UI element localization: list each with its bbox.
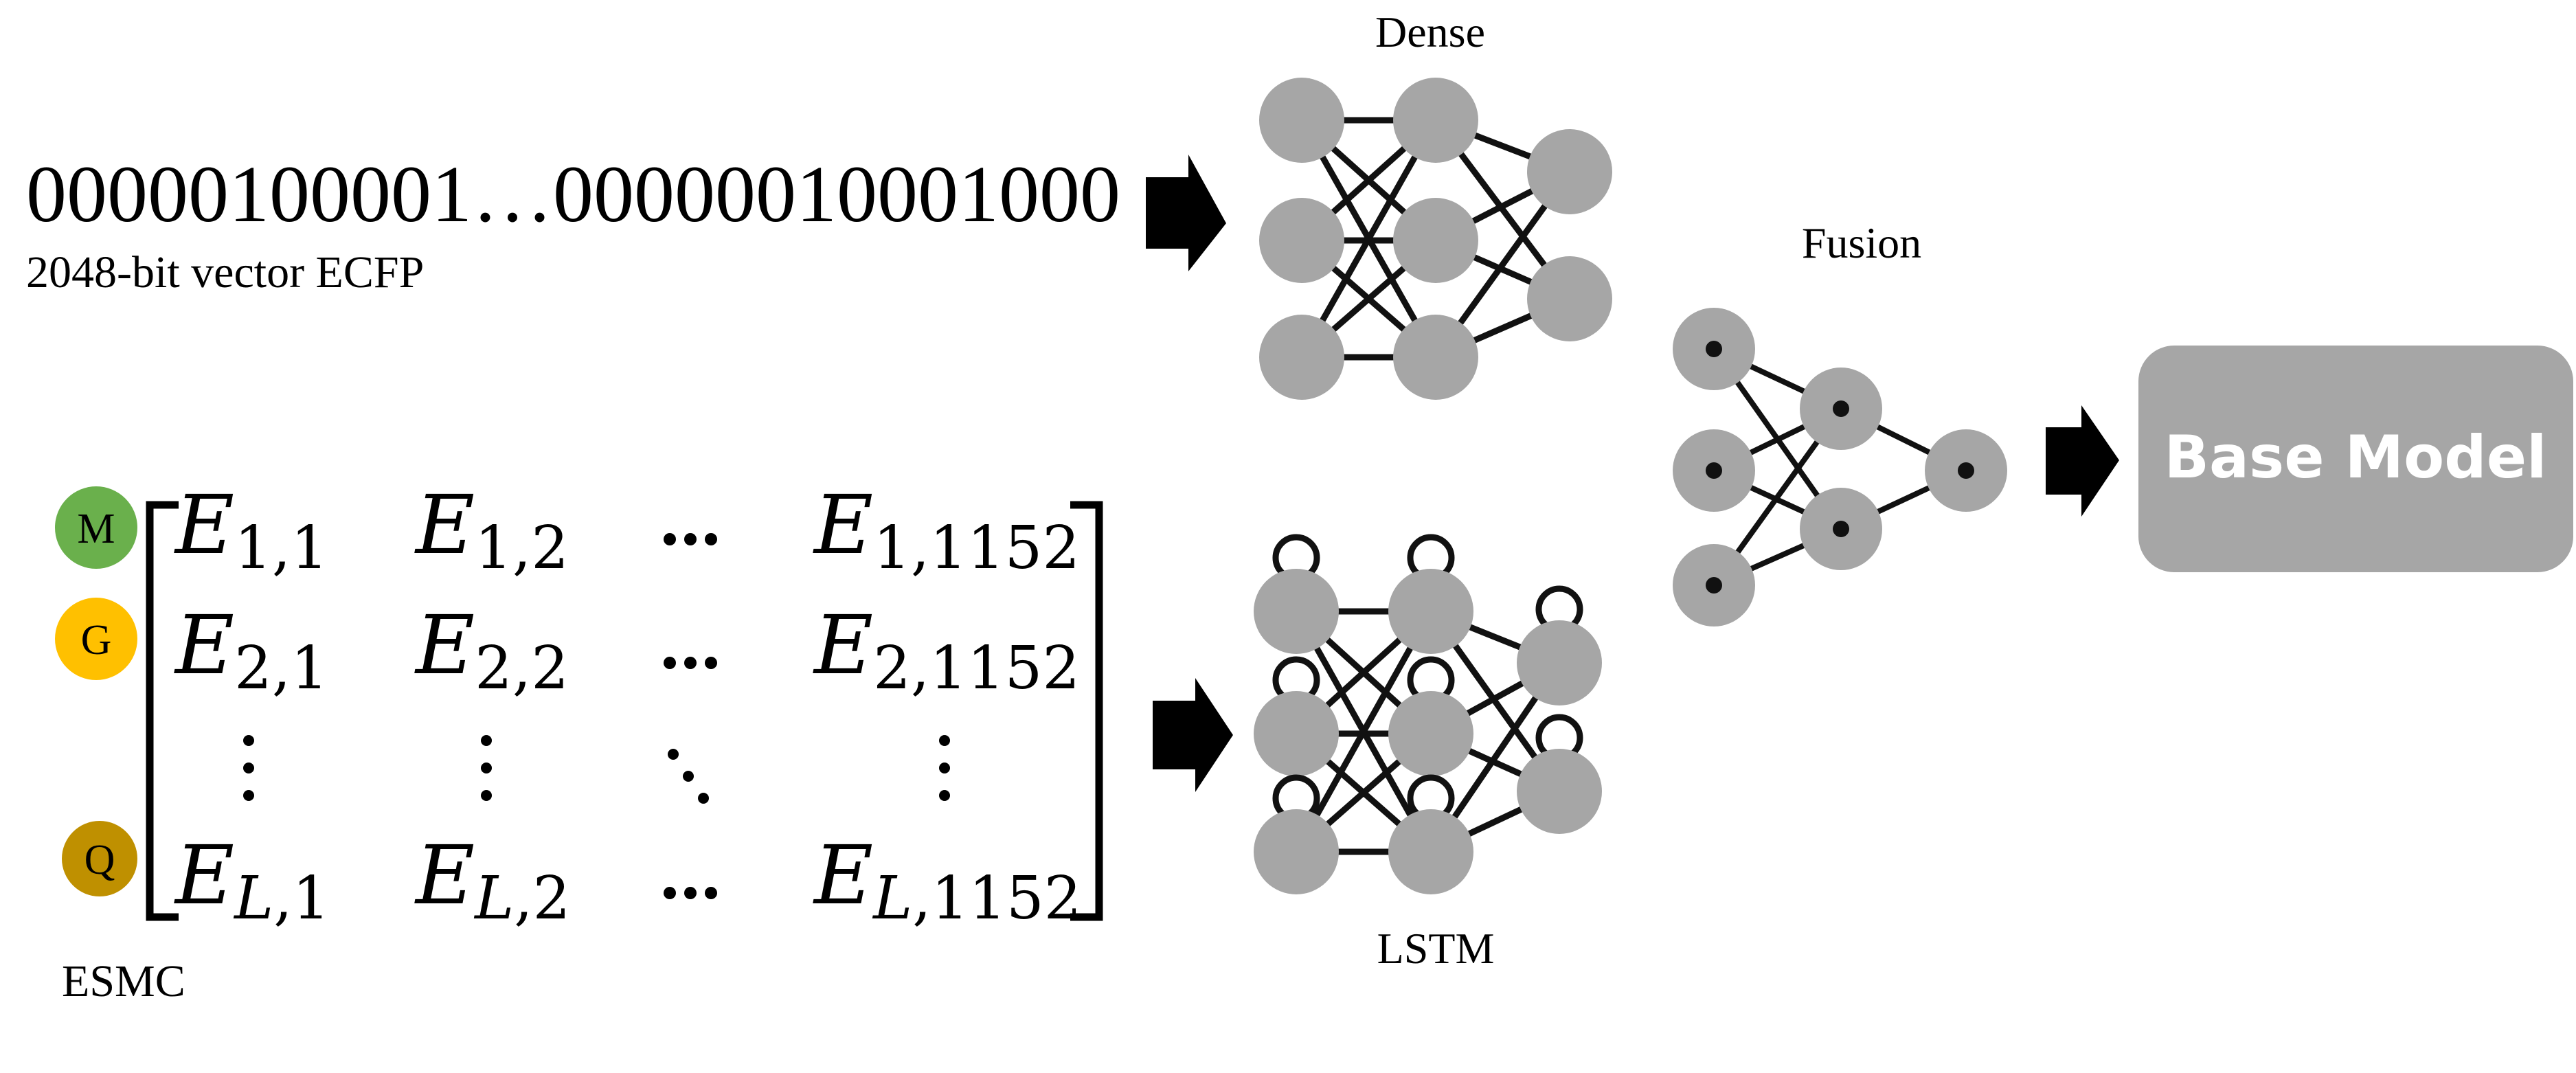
- lstm-network: [1254, 534, 1602, 894]
- esmc-token-m-letter: M: [77, 506, 115, 552]
- ecfp-bit-string: 00000100001…00000010001000: [26, 149, 1120, 239]
- esmc-token-g: G: [55, 598, 137, 680]
- matrix-entry-r1-c3: E1,1152: [813, 477, 1080, 583]
- matrix-vdots-c3: [939, 735, 950, 801]
- matrix-hdots-rowl: [664, 887, 717, 899]
- neuron-node: [1388, 569, 1473, 654]
- neuron-node: [1517, 749, 1602, 834]
- matrix-ddots: [668, 749, 709, 804]
- base-model-label: Base Model: [2164, 423, 2546, 492]
- ecfp-caption: 2048-bit vector ECFP: [26, 247, 424, 297]
- neuron-node: [1259, 78, 1344, 163]
- node-dot: [1833, 521, 1849, 537]
- matrix-entry-r2-c2: E2,2: [414, 598, 569, 703]
- arrow-esmc-to-lstm: [1153, 678, 1233, 792]
- neuron-node: [1259, 315, 1344, 400]
- neuron-node: [1259, 198, 1344, 283]
- neuron-node: [1393, 198, 1478, 283]
- node-dot: [1958, 462, 1974, 479]
- matrix-entry-rl-c1: EL,1: [174, 828, 330, 933]
- matrix-hdots-row2: [664, 657, 717, 669]
- fusion-network: [1673, 308, 2007, 626]
- esmc-token-m: M: [55, 486, 137, 569]
- neuron-node: [1393, 78, 1478, 163]
- connection-line: [1299, 118, 1438, 359]
- neuron-node: [1527, 256, 1612, 341]
- arrow-fusion-to-output: [2046, 405, 2119, 517]
- matrix-entry-r2-c1: E2,1: [174, 598, 328, 703]
- matrix-vdots-c2: [481, 735, 492, 801]
- node-dot: [1706, 577, 1722, 594]
- matrix-entry-rl-c3: EL,1152: [813, 828, 1081, 933]
- neuron-node: [1527, 129, 1612, 214]
- arrow-ecfp-to-dense: [1146, 155, 1226, 271]
- neuron-node: [1517, 620, 1602, 705]
- matrix-entry-r1-c2: E1,2: [414, 477, 569, 583]
- matrix-right-bracket: [1070, 501, 1103, 921]
- node-dot: [1706, 462, 1722, 479]
- dense-label: Dense: [1375, 8, 1485, 56]
- node-dot: [1706, 341, 1722, 357]
- neuron-node: [1254, 569, 1339, 654]
- matrix-hdots-row1: [664, 533, 717, 545]
- esmc-label: ESMC: [62, 956, 185, 1006]
- neuron-node: [1388, 809, 1473, 894]
- matrix-vdots-c1: [243, 735, 254, 801]
- neuron-node: [1254, 691, 1339, 776]
- fusion-label: Fusion: [1802, 218, 1921, 267]
- matrix-entry-r1-c1: E1,1: [174, 477, 328, 583]
- neuron-node: [1254, 809, 1339, 894]
- esmc-token-g-letter: G: [81, 617, 112, 664]
- lstm-label: LSTM: [1377, 924, 1495, 973]
- neuron-node: [1393, 315, 1478, 400]
- node-dot: [1833, 400, 1849, 417]
- matrix-entry-rl-c2: EL,2: [414, 828, 570, 933]
- dense-network: [1259, 78, 1612, 400]
- connection-line: [1293, 609, 1434, 854]
- esmc-token-q-letter: Q: [84, 837, 115, 883]
- neuron-node: [1388, 691, 1473, 776]
- esmc-token-q: Q: [62, 821, 137, 896]
- base-model-box: [2138, 346, 2573, 572]
- matrix-left-bracket: [146, 501, 179, 921]
- matrix-entry-r2-c3: E2,1152: [813, 598, 1080, 703]
